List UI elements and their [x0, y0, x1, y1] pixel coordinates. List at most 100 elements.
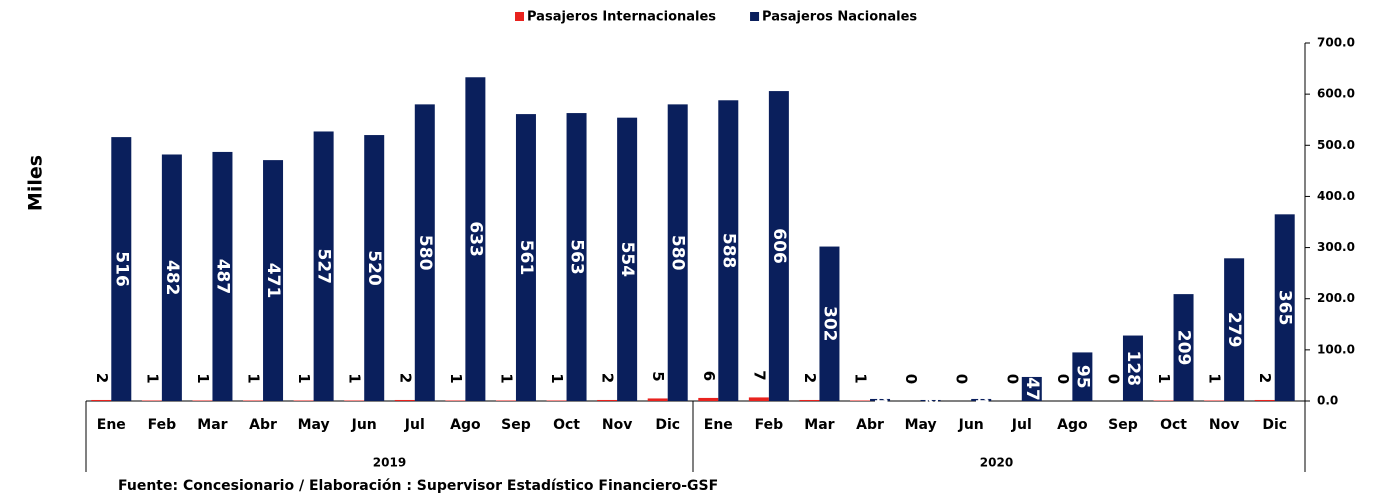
bar — [364, 135, 385, 402]
bar — [647, 398, 668, 401]
data-label: 47 — [1022, 377, 1042, 401]
data-label: 516 — [111, 251, 131, 287]
bar — [718, 100, 739, 401]
bar — [1122, 335, 1143, 401]
data-label: 1 — [1206, 373, 1224, 383]
x-tick-label: Dic — [1262, 417, 1287, 433]
x-tick-label: Mar — [804, 417, 834, 433]
data-label: 4 — [870, 394, 890, 406]
x-tick-label: Jun — [958, 417, 984, 433]
data-label: 1 — [852, 373, 870, 383]
data-label: 487 — [212, 259, 232, 295]
y-tick-label: 600.0 — [1317, 87, 1355, 101]
data-label: 7 — [750, 370, 768, 380]
data-label: 1 — [245, 373, 263, 383]
data-label: 5 — [649, 371, 667, 381]
x-tick-label: Ago — [1057, 417, 1088, 433]
x-tick-label: Abr — [249, 417, 277, 433]
bar — [1204, 400, 1225, 401]
bar — [293, 400, 314, 401]
data-label: 2 — [921, 395, 941, 407]
data-label: 561 — [516, 240, 536, 276]
bar — [1254, 399, 1275, 401]
data-label: 580 — [668, 235, 688, 271]
data-label: 2 — [1256, 373, 1274, 383]
data-label: 209 — [1174, 330, 1194, 366]
data-label: 580 — [415, 235, 435, 271]
x-tick-label: Nov — [1209, 417, 1239, 433]
bar — [111, 137, 132, 402]
bar — [850, 400, 871, 401]
data-label: 128 — [1123, 351, 1143, 387]
x-tick-label: May — [298, 417, 330, 433]
data-label: 95 — [1072, 365, 1092, 389]
data-label: 2 — [599, 373, 617, 383]
x-tick-label: Jul — [1011, 417, 1032, 433]
data-label: 1 — [447, 373, 465, 383]
bar — [445, 400, 466, 401]
bar — [971, 398, 992, 401]
data-label: 1 — [548, 373, 566, 383]
y-tick-label: 500.0 — [1317, 138, 1355, 152]
data-label: 365 — [1275, 290, 1295, 326]
bar — [344, 400, 365, 401]
data-label: 1 — [194, 373, 212, 383]
bar — [768, 91, 789, 402]
bar — [566, 113, 587, 402]
x-tick-label: May — [905, 417, 937, 433]
bar — [1173, 294, 1194, 401]
bar — [698, 397, 719, 401]
data-label: 2 — [396, 373, 414, 383]
bar — [263, 160, 284, 401]
bar — [920, 399, 941, 401]
legend-swatch — [750, 12, 760, 21]
data-label: 471 — [263, 263, 283, 299]
legend-label: Pasajeros Nacionales — [762, 10, 917, 25]
data-label: 482 — [162, 260, 182, 296]
data-label: 1 — [346, 373, 364, 383]
bar — [799, 399, 820, 401]
bar — [748, 397, 769, 401]
x-tick-label: Sep — [1108, 417, 1138, 433]
data-label: 554 — [617, 242, 637, 278]
x-tick-label: Oct — [553, 417, 580, 433]
y-tick-label: 700.0 — [1317, 36, 1355, 50]
data-label: 2 — [93, 373, 111, 383]
legend-swatch — [515, 12, 524, 21]
bar — [1274, 214, 1295, 401]
data-label: 527 — [314, 248, 334, 284]
data-label: 2 — [801, 373, 819, 383]
legend-label: Pasajeros Internacionales — [527, 10, 716, 25]
bar — [1021, 376, 1042, 401]
x-tick-label: Ene — [704, 417, 733, 433]
data-label: 1 — [1155, 373, 1173, 383]
data-label: 1 — [497, 373, 515, 383]
data-label: 6 — [700, 371, 718, 381]
data-label: 633 — [465, 221, 485, 257]
bar — [91, 399, 112, 401]
bar — [1153, 400, 1174, 401]
data-label: 520 — [364, 250, 384, 286]
bar — [414, 104, 435, 401]
data-label: 0 — [1104, 374, 1122, 384]
data-label: 0 — [902, 374, 920, 384]
data-label: 4 — [971, 394, 991, 406]
x-tick-label: Dic — [655, 417, 680, 433]
data-label: 1 — [143, 373, 161, 383]
bar — [1224, 258, 1245, 401]
bar — [819, 246, 840, 401]
bar — [313, 131, 334, 401]
group-label: 2019 — [373, 456, 406, 470]
bar — [465, 77, 486, 401]
y-tick-label: 200.0 — [1317, 291, 1355, 305]
bar — [546, 400, 567, 401]
y-tick-label: 400.0 — [1317, 189, 1355, 203]
bar — [617, 117, 638, 401]
bar — [667, 104, 688, 401]
bar — [212, 151, 233, 401]
bar — [515, 114, 536, 402]
bar — [243, 400, 264, 401]
bar — [161, 154, 182, 401]
y-tick-label: 0.0 — [1317, 394, 1338, 408]
x-tick-label: Sep — [501, 417, 531, 433]
